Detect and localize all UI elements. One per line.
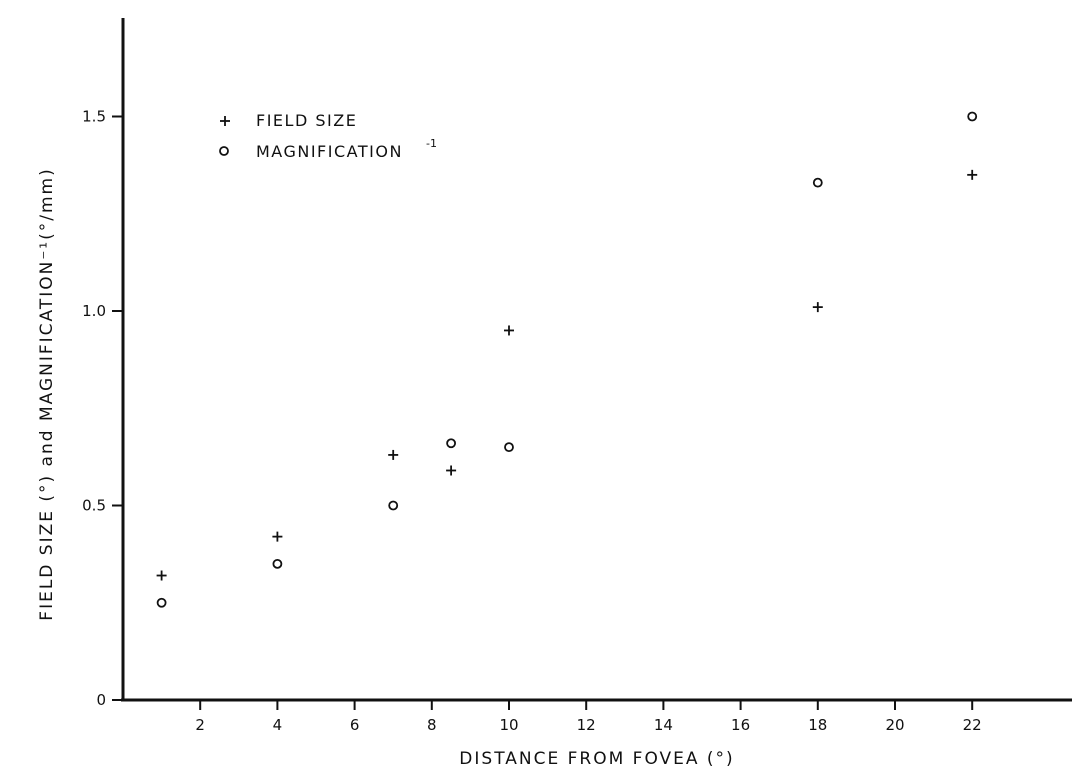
x-tick-label: 10 [499, 716, 518, 734]
field-size-point [156, 570, 167, 581]
legend-label-magnification: MAGNIFICATION [256, 142, 403, 161]
legend: FIELD SIZE MAGNIFICATION -1 [219, 111, 437, 161]
x-axis-ticks: 2 4 6 8 10 12 14 16 18 20 22 [195, 700, 982, 734]
magnification-point [967, 111, 978, 122]
legend-label-field-size: FIELD SIZE [256, 111, 357, 130]
legend-item-field-size: FIELD SIZE [220, 111, 357, 130]
x-tick-label: 8 [427, 716, 437, 734]
field-size-point [446, 465, 457, 476]
x-tick-label: 22 [963, 716, 982, 734]
x-tick-label: 4 [273, 716, 283, 734]
x-tick-label: 16 [731, 716, 750, 734]
x-tick-label: 12 [577, 716, 596, 734]
y-tick-label: 0.5 [82, 497, 106, 515]
field-size-point [272, 531, 283, 542]
legend-circle-marker [219, 146, 229, 156]
x-tick-label: 20 [885, 716, 904, 734]
legend-label-superscript: -1 [426, 137, 437, 150]
y-axis-title: FIELD SIZE (°) and MAGNIFICATION⁻¹(°/mm) [37, 167, 57, 620]
magnification-point [156, 597, 167, 608]
field-size-point [388, 449, 399, 460]
magnification-point [504, 442, 514, 453]
y-tick-label: 1.0 [82, 302, 106, 320]
magnification-point [272, 558, 283, 569]
y-axis-ticks: 0 0.5 1.0 1.5 [82, 108, 123, 709]
data-points [156, 111, 978, 608]
magnification-point [388, 500, 399, 511]
y-tick-label: 1.5 [82, 108, 106, 126]
magnification-point [812, 177, 823, 188]
x-tick-label: 18 [808, 716, 827, 734]
x-axis-title: DISTANCE FROM FOVEA (°) [459, 749, 734, 769]
field-size-point [967, 169, 978, 180]
legend-plus-marker [220, 116, 230, 126]
x-tick-label: 6 [350, 716, 360, 734]
y-tick-label: 0 [96, 691, 106, 709]
field-size-point [812, 302, 823, 313]
legend-item-magnification: MAGNIFICATION -1 [219, 137, 437, 161]
x-tick-label: 14 [654, 716, 673, 734]
field-size-point [504, 325, 514, 336]
x-tick-label: 2 [195, 716, 205, 734]
magnification-point [446, 438, 457, 449]
